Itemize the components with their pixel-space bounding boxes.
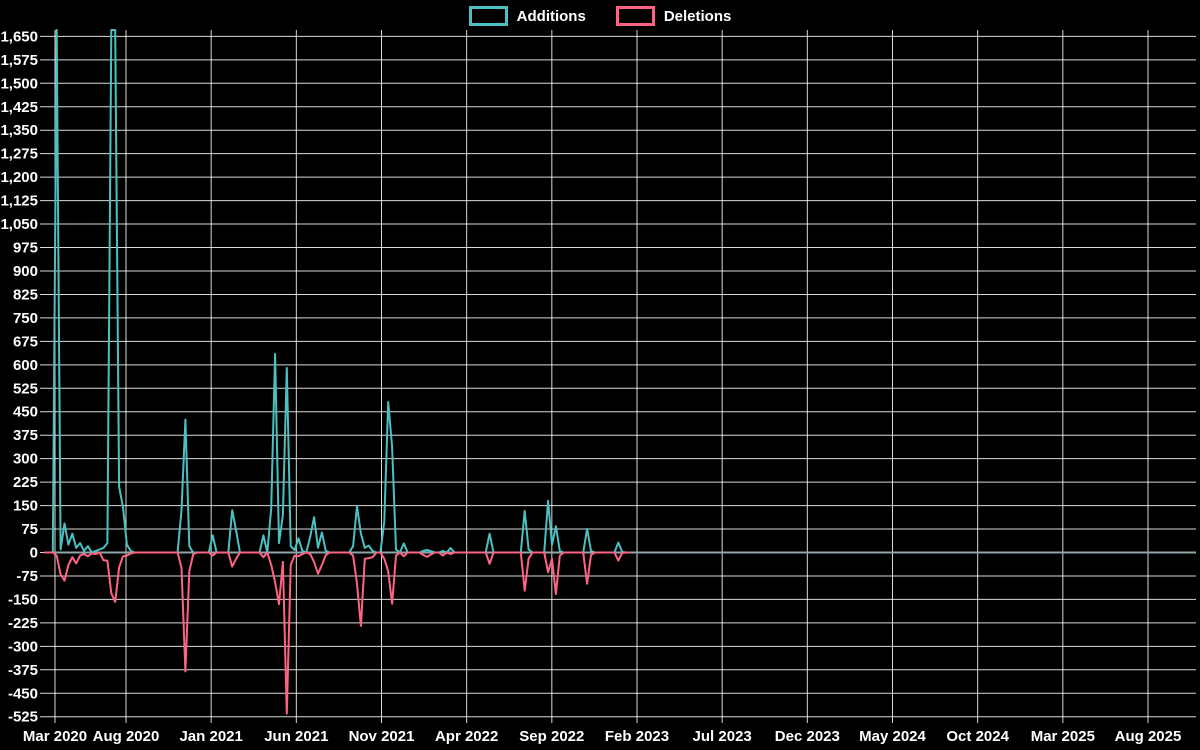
y-tick-label: -75 <box>16 568 38 585</box>
y-tick-label: 75 <box>21 521 38 538</box>
y-tick-label: 1,425 <box>0 99 38 116</box>
x-tick-label: Jun 2021 <box>264 728 328 745</box>
y-tick-label: -225 <box>8 615 38 632</box>
y-tick-label: 1,050 <box>0 216 38 233</box>
y-tick-label: -375 <box>8 662 38 679</box>
y-tick-label: -525 <box>8 709 38 726</box>
x-tick-label: Mar 2020 <box>23 728 87 745</box>
deletions-swatch-icon <box>615 6 655 26</box>
x-tick-label: Jan 2021 <box>179 728 242 745</box>
x-tick-label: Aug 2020 <box>93 728 160 745</box>
y-tick-label: 1,500 <box>0 75 38 92</box>
y-tick-label: 900 <box>13 263 38 280</box>
y-tick-label: 750 <box>13 310 38 327</box>
x-tick-label: Dec 2023 <box>775 728 840 745</box>
legend-item-additions[interactable]: Additions <box>468 6 586 26</box>
deletions-line <box>44 551 631 715</box>
legend-label-additions: Additions <box>516 7 586 25</box>
y-tick-label: 675 <box>13 333 38 350</box>
legend-label-deletions: Deletions <box>663 7 732 25</box>
y-tick-label: 375 <box>13 427 38 444</box>
x-tick-label: Apr 2022 <box>435 728 498 745</box>
y-tick-label: 0 <box>30 545 38 562</box>
y-tick-label: 1,575 <box>0 52 38 69</box>
y-tick-label: 450 <box>13 404 38 421</box>
y-tick-label: 150 <box>13 498 38 515</box>
x-tick-label: Feb 2023 <box>605 728 669 745</box>
y-tick-label: -450 <box>8 685 38 702</box>
x-tick-label: Nov 2021 <box>349 728 415 745</box>
x-tick-label: Oct 2024 <box>946 728 1009 745</box>
legend-item-deletions[interactable]: Deletions <box>615 6 732 26</box>
y-tick-label: 1,200 <box>0 169 38 186</box>
y-tick-label: 225 <box>13 474 38 491</box>
chart-legend: Additions Deletions <box>0 6 1200 26</box>
x-tick-label: Jul 2023 <box>693 728 752 745</box>
y-tick-label: -150 <box>8 591 38 608</box>
y-tick-label: 525 <box>13 380 38 397</box>
y-tick-label: 600 <box>13 357 38 374</box>
y-tick-label: 1,125 <box>0 193 38 210</box>
x-tick-label: Aug 2025 <box>1115 728 1182 745</box>
x-tick-label: Sep 2022 <box>519 728 584 745</box>
y-tick-label: 1,350 <box>0 122 38 139</box>
x-tick-label: Mar 2025 <box>1031 728 1095 745</box>
y-tick-label: 975 <box>13 240 38 257</box>
y-tick-label: 300 <box>13 451 38 468</box>
y-tick-label: 1,275 <box>0 146 38 163</box>
x-tick-label: May 2024 <box>859 728 926 745</box>
y-tick-label: 825 <box>13 286 38 303</box>
y-tick-label: 1,650 <box>0 28 38 45</box>
additions-swatch-icon <box>468 6 508 26</box>
y-tick-label: -300 <box>8 638 38 655</box>
